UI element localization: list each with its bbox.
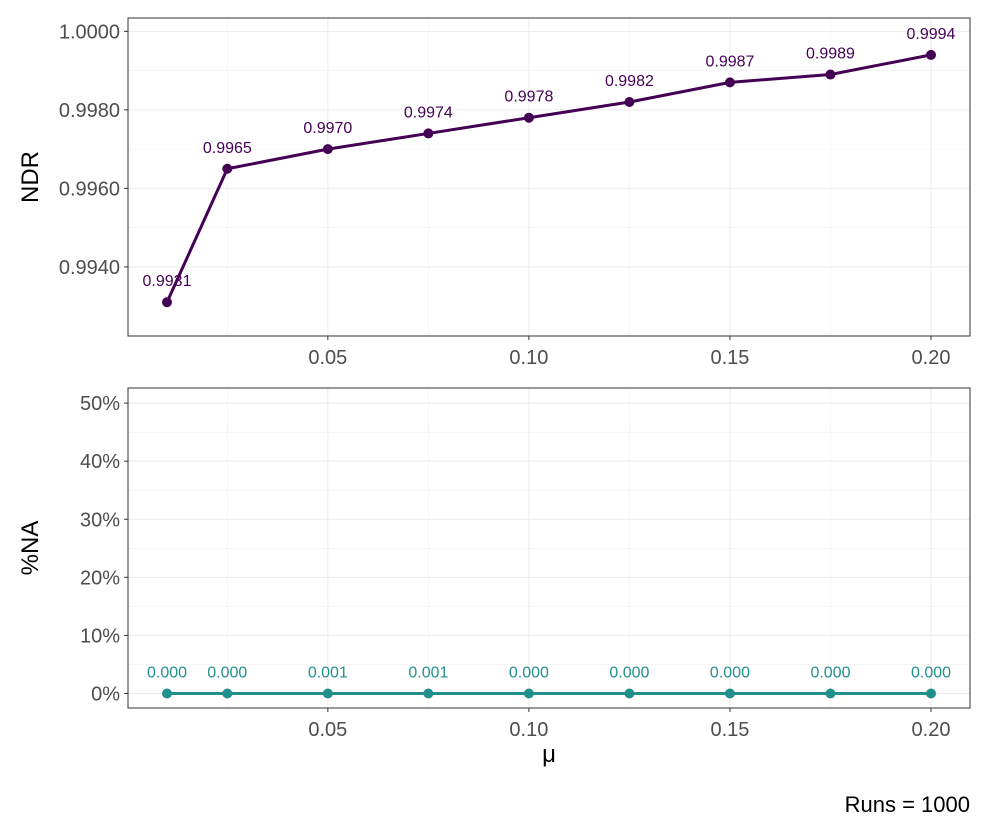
data-label: 0.9987 — [705, 53, 754, 70]
data-label: 0.001 — [308, 664, 348, 681]
data-point — [523, 112, 534, 123]
x-tick-label: 0.10 — [509, 719, 548, 741]
data-label: 0.000 — [207, 664, 247, 681]
y-axis-title: %NA — [17, 521, 44, 576]
x-tick-label: 0.10 — [509, 347, 548, 369]
panel-border — [127, 17, 971, 337]
x-tick-label: 0.20 — [912, 719, 951, 741]
y-tick-label: 40% — [80, 451, 120, 473]
data-point — [222, 688, 233, 699]
data-label: 0.000 — [810, 664, 850, 681]
data-label: 0.000 — [911, 664, 951, 681]
x-tick-label: 0.20 — [912, 347, 951, 369]
y-tick-label: 0.9940 — [59, 257, 120, 279]
y-axis-title: NDR — [17, 151, 44, 203]
data-label: 0.9931 — [143, 273, 192, 290]
y-tick-label: 1.0000 — [59, 21, 120, 43]
y-tick-label: 30% — [80, 509, 120, 531]
y-tick-label: 50% — [80, 393, 120, 415]
data-point — [624, 688, 635, 699]
data-label: 0.000 — [609, 664, 649, 681]
data-label: 0.9965 — [203, 140, 252, 157]
data-point — [322, 144, 333, 155]
data-label: 0.9978 — [504, 89, 553, 106]
data-label: 0.9989 — [806, 46, 855, 63]
data-point — [925, 688, 936, 699]
data-point — [825, 688, 836, 699]
x-tick-label: 0.15 — [710, 347, 749, 369]
x-tick-label: 0.15 — [710, 719, 749, 741]
x-tick-label: 0.05 — [308, 719, 347, 741]
panel-border — [127, 387, 971, 709]
data-point — [322, 688, 333, 699]
data-point — [624, 97, 635, 108]
data-point — [162, 688, 173, 699]
na-panel: 0% 10% 20% 30% 40% 50% 0.05 0.10 0.15 0.20 %NA μ 0.0… — [17, 387, 971, 768]
y-tick-label: 0% — [91, 683, 120, 705]
y-tick-label: 0.9960 — [59, 178, 120, 200]
y-tick-label: 0.9980 — [59, 100, 120, 122]
y-tick-label: 10% — [80, 625, 120, 647]
x-axis-title: μ — [542, 741, 556, 768]
data-point — [724, 688, 735, 699]
data-point — [162, 297, 173, 308]
data-point — [925, 49, 936, 60]
data-point — [724, 77, 735, 88]
data-label: 0.000 — [509, 664, 549, 681]
ndr-panel: 0.9940 0.9960 0.9980 1.0000 0.05 0.10 0.15 0.20… — [17, 17, 971, 369]
data-point — [523, 688, 534, 699]
data-point — [825, 69, 836, 80]
data-label: 0.000 — [147, 664, 187, 681]
data-label: 0.001 — [408, 664, 448, 681]
data-label: 0.9974 — [404, 104, 453, 121]
data-point — [423, 688, 434, 699]
y-tick-label: 20% — [80, 567, 120, 589]
data-point — [222, 163, 233, 174]
data-label: 0.000 — [710, 664, 750, 681]
x-tick-label: 0.05 — [308, 347, 347, 369]
data-label: 0.9982 — [605, 73, 654, 90]
data-label: 0.9970 — [303, 120, 352, 137]
data-point — [423, 128, 434, 139]
data-label: 0.9994 — [907, 26, 956, 43]
runs-caption: Runs = 1000 — [845, 792, 970, 817]
